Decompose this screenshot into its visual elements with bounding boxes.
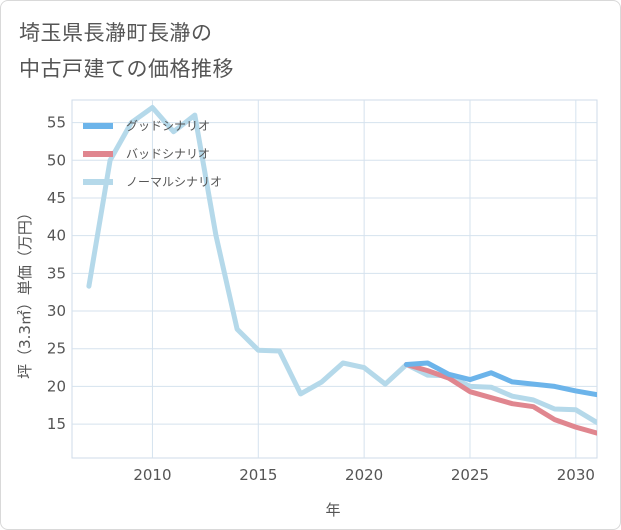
legend-label: バッドシナリオ (126, 147, 210, 161)
legend-label: ノーマルシナリオ (126, 175, 222, 189)
y-tick-label: 55 (47, 114, 66, 132)
x-axis-label: 年 (325, 501, 340, 519)
x-tick-label: 2015 (239, 466, 277, 484)
plot-frame (71, 99, 598, 459)
y-tick-label: 45 (47, 189, 66, 207)
chart-title: 埼玉県長瀞町長瀞の 中古戸建ての価格推移 (19, 15, 234, 87)
grid-lines (71, 99, 598, 459)
y-tick-label: 50 (47, 151, 66, 169)
chart-title-line2: 中古戸建ての価格推移 (19, 57, 234, 81)
series-lines (86, 105, 597, 436)
y-tick-label: 25 (47, 340, 66, 358)
series-line-2 (404, 362, 597, 436)
chart-title-line1: 埼玉県長瀞町長瀞の (19, 21, 213, 45)
plot-area (72, 100, 597, 458)
y-tick-label: 40 (47, 227, 66, 245)
y-tick-label: 20 (47, 377, 66, 395)
x-tick-label: 2010 (133, 466, 171, 484)
y-tick-label: 30 (47, 302, 66, 320)
x-tick-label: 2030 (557, 466, 595, 484)
x-tick-label: 2020 (345, 466, 383, 484)
x-tick-label: 2025 (451, 466, 489, 484)
y-tick-label: 15 (47, 415, 66, 433)
legend-label: グッドシナリオ (126, 119, 210, 133)
series-line-1 (404, 360, 597, 398)
series-line-3 (86, 105, 597, 426)
y-axis-label: 坪（3.3㎡）単価（万円） (16, 205, 34, 379)
y-tick-label: 35 (47, 264, 66, 282)
